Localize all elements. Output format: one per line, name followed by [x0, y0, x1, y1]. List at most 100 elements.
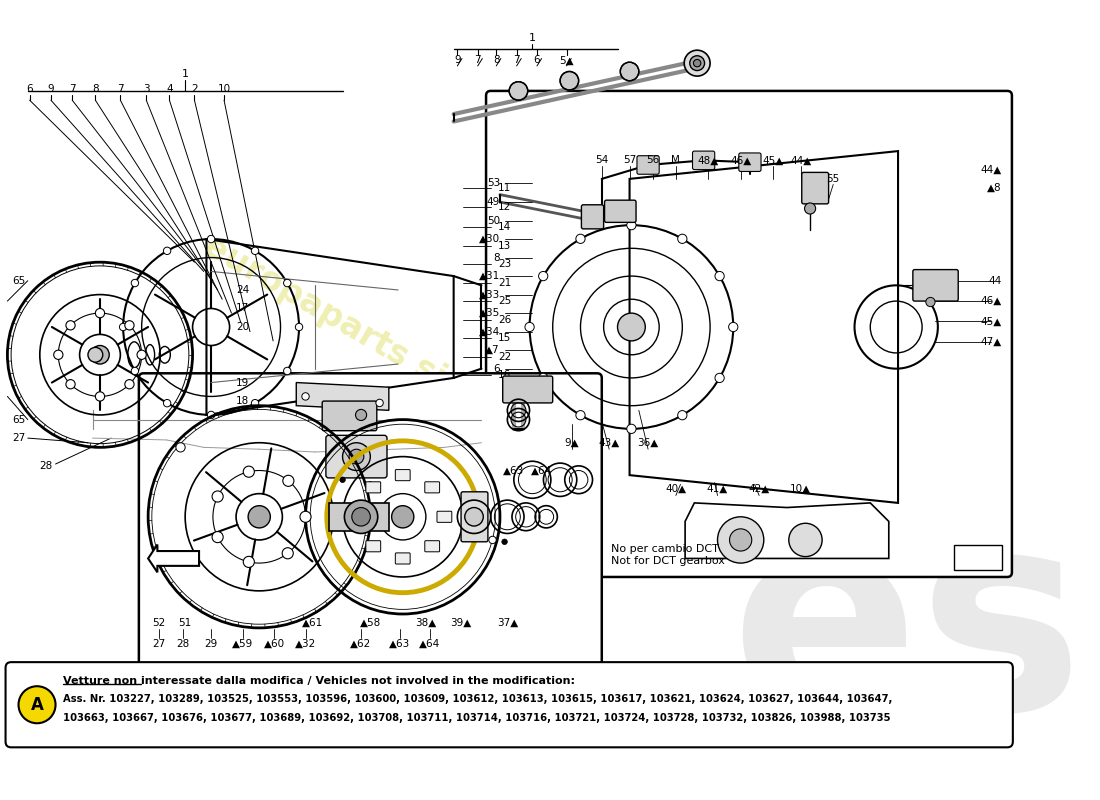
Polygon shape — [296, 382, 388, 410]
Circle shape — [715, 271, 724, 281]
Text: 20: 20 — [236, 322, 249, 332]
Text: 6: 6 — [26, 84, 33, 94]
Text: 1: 1 — [529, 33, 536, 43]
Text: 42▲: 42▲ — [748, 484, 770, 494]
Text: 14: 14 — [498, 222, 512, 232]
Circle shape — [376, 399, 383, 406]
Circle shape — [344, 500, 377, 534]
Text: 65: 65 — [12, 414, 25, 425]
FancyBboxPatch shape — [366, 541, 381, 552]
Text: 6: 6 — [493, 364, 499, 374]
Text: ▲33: ▲33 — [478, 290, 499, 299]
Circle shape — [620, 62, 639, 81]
Text: 26: 26 — [498, 314, 512, 325]
Circle shape — [243, 556, 254, 567]
Circle shape — [349, 450, 364, 464]
Text: ▲60: ▲60 — [264, 638, 285, 649]
FancyBboxPatch shape — [582, 205, 604, 229]
Text: 28: 28 — [40, 461, 53, 471]
FancyBboxPatch shape — [329, 503, 388, 530]
Circle shape — [295, 323, 302, 330]
Text: ▲7: ▲7 — [485, 345, 499, 355]
Circle shape — [627, 221, 636, 230]
Circle shape — [96, 392, 104, 401]
Circle shape — [252, 399, 258, 407]
FancyBboxPatch shape — [437, 511, 452, 522]
FancyBboxPatch shape — [461, 492, 488, 542]
Text: 15: 15 — [498, 333, 512, 343]
Circle shape — [176, 442, 185, 452]
Text: 44▲: 44▲ — [980, 165, 1002, 174]
Circle shape — [252, 247, 258, 254]
Circle shape — [284, 279, 292, 286]
Text: 7: 7 — [69, 84, 76, 94]
Circle shape — [627, 424, 636, 434]
Text: ▲35: ▲35 — [478, 308, 499, 318]
Text: 47▲: 47▲ — [980, 337, 1002, 347]
FancyBboxPatch shape — [395, 470, 410, 481]
Circle shape — [342, 442, 371, 470]
Circle shape — [54, 350, 63, 359]
Circle shape — [164, 399, 170, 407]
Polygon shape — [148, 545, 199, 572]
Circle shape — [617, 313, 646, 341]
Text: 45▲: 45▲ — [762, 155, 783, 166]
Circle shape — [465, 507, 483, 526]
FancyBboxPatch shape — [693, 151, 715, 170]
Circle shape — [249, 506, 271, 528]
Circle shape — [283, 548, 294, 559]
FancyBboxPatch shape — [486, 91, 1012, 577]
Text: 54: 54 — [595, 155, 608, 166]
Text: 56: 56 — [646, 155, 659, 166]
Text: 53: 53 — [486, 178, 499, 189]
Circle shape — [212, 531, 223, 542]
FancyBboxPatch shape — [326, 435, 387, 478]
Text: 21: 21 — [498, 278, 512, 287]
Text: 43▲: 43▲ — [598, 438, 619, 448]
Text: 44: 44 — [989, 276, 1002, 286]
Circle shape — [301, 393, 309, 400]
Text: 10▲: 10▲ — [790, 484, 812, 494]
Circle shape — [120, 323, 127, 330]
Text: 51: 51 — [178, 618, 191, 628]
Text: ▲58: ▲58 — [360, 618, 381, 628]
Circle shape — [138, 350, 146, 359]
Circle shape — [88, 347, 102, 362]
Text: 8: 8 — [493, 253, 499, 262]
Text: ▲ = 1: ▲ = 1 — [961, 553, 994, 562]
Circle shape — [208, 411, 214, 418]
Circle shape — [789, 523, 822, 557]
Text: 6: 6 — [534, 55, 540, 66]
Text: 27: 27 — [153, 638, 166, 649]
Circle shape — [124, 321, 134, 330]
Circle shape — [164, 247, 170, 254]
Text: ▲64: ▲64 — [419, 638, 440, 649]
Circle shape — [560, 71, 579, 90]
Circle shape — [212, 491, 223, 502]
Text: 13: 13 — [498, 241, 512, 250]
Text: ▲59: ▲59 — [232, 638, 253, 649]
Text: europaparts since 2005: europaparts since 2005 — [198, 230, 598, 480]
Text: 8: 8 — [493, 55, 499, 66]
Circle shape — [717, 517, 763, 563]
FancyBboxPatch shape — [354, 511, 368, 522]
FancyBboxPatch shape — [425, 482, 440, 493]
Circle shape — [690, 56, 704, 70]
Text: 37▲: 37▲ — [497, 618, 518, 628]
Circle shape — [684, 50, 711, 76]
Circle shape — [124, 380, 134, 389]
Circle shape — [576, 410, 585, 420]
Text: 9: 9 — [47, 84, 54, 94]
Text: No per cambio DCT: No per cambio DCT — [610, 544, 719, 554]
Text: 7: 7 — [514, 55, 520, 66]
Text: 11: 11 — [498, 183, 512, 193]
Circle shape — [502, 539, 507, 545]
Text: A: A — [31, 696, 44, 714]
Text: ▲63: ▲63 — [503, 466, 525, 475]
FancyBboxPatch shape — [605, 200, 636, 222]
Text: 57: 57 — [623, 155, 636, 166]
Text: 24: 24 — [235, 285, 250, 295]
FancyBboxPatch shape — [395, 553, 410, 564]
Circle shape — [539, 374, 548, 382]
Text: 22: 22 — [498, 352, 512, 362]
